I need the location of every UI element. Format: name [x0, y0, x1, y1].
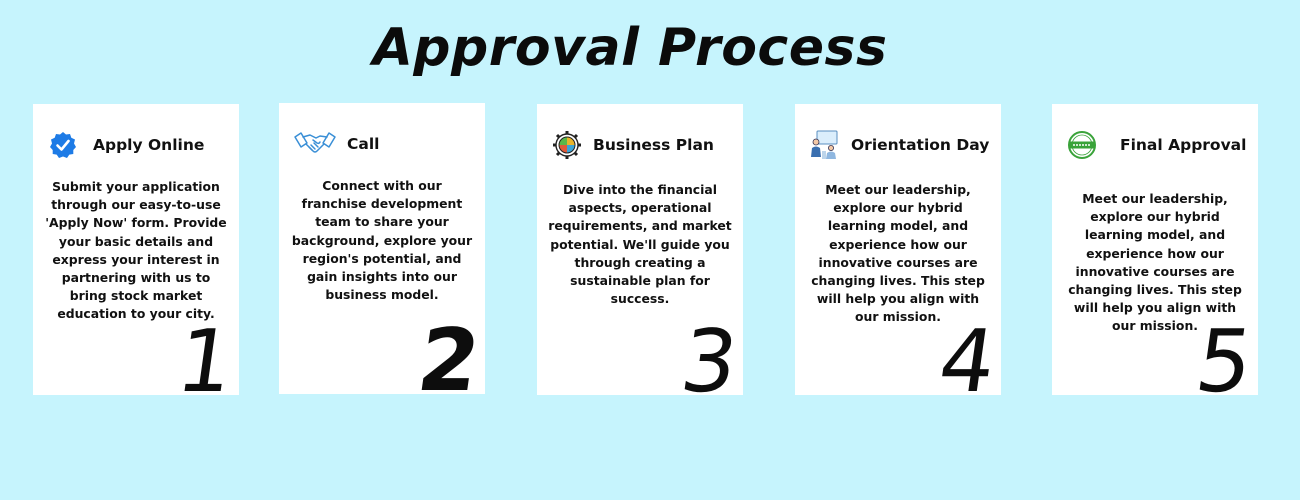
card-description: Dive into the financial aspects, operati… [548, 182, 732, 307]
card-description: Connect with our franchise development t… [291, 178, 473, 303]
card-header: Call [293, 129, 479, 159]
card-header: Final Approval [1066, 130, 1252, 160]
orientation-people-icon [809, 129, 841, 161]
handshake-icon [293, 128, 337, 160]
step-card-orientation-day: Orientation Day Meet our leadership, exp… [795, 104, 1001, 395]
card-title: Apply Online [93, 136, 205, 154]
step-card-business-plan: Business Plan Dive into the financial as… [537, 104, 743, 395]
page-title: Approval Process [372, 18, 888, 78]
check-badge-icon [47, 129, 79, 161]
card-description: Meet our leadership, explore our hybrid … [811, 182, 985, 325]
step-card-apply-online: Apply Online Submit your application thr… [33, 104, 239, 395]
card-header: Business Plan [551, 130, 737, 160]
card-title: Business Plan [593, 136, 714, 154]
step-card-call: Call Connect with our franchise developm… [279, 103, 485, 394]
card-title: Call [347, 135, 380, 153]
step-number: 4 [933, 312, 1001, 395]
step-number: 5 [1190, 312, 1258, 395]
step-number: 3 [675, 312, 743, 395]
card-header: Apply Online [47, 130, 233, 160]
step-card-final-approval: Final Approval Meet our leadership, expl… [1052, 104, 1258, 395]
card-title: Orientation Day [851, 136, 990, 154]
step-number: 2 [412, 311, 485, 394]
gear-puzzle-icon [551, 129, 583, 161]
card-description: Submit your application through our easy… [45, 179, 227, 322]
card-description: Meet our leadership, explore our hybrid … [1068, 191, 1242, 334]
card-title: Final Approval [1120, 136, 1247, 154]
card-header: Orientation Day [809, 130, 995, 160]
step-number: 1 [171, 312, 239, 395]
approved-stamp-icon [1066, 129, 1098, 161]
